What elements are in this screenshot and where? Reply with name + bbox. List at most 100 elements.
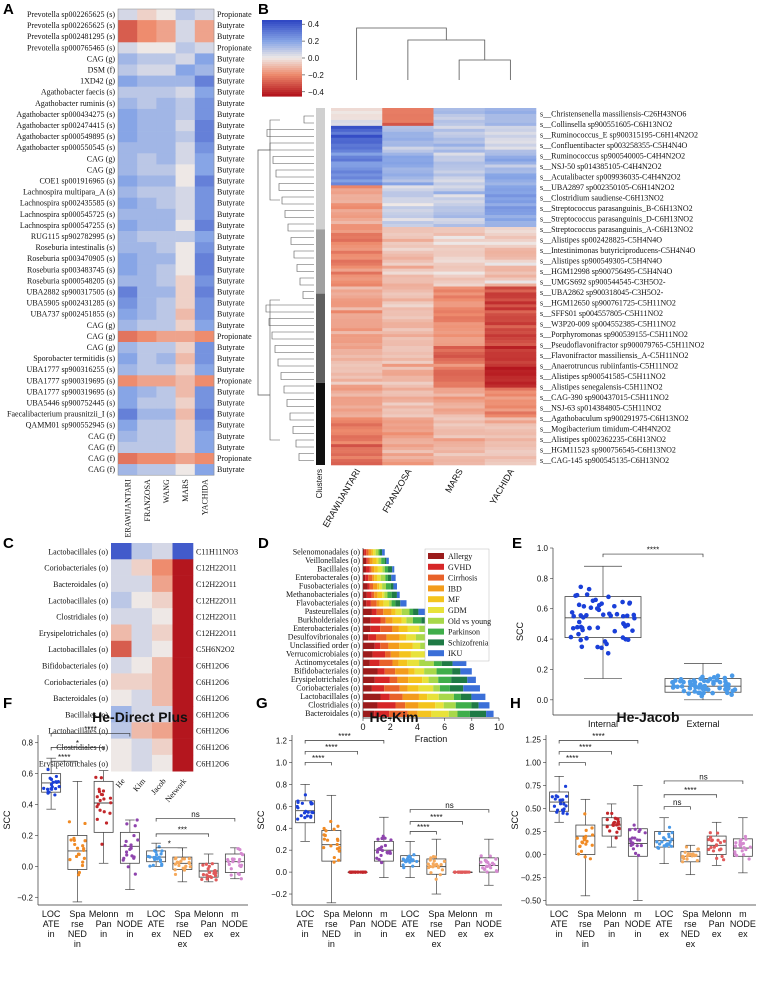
heatmap-cell [484,375,537,380]
y-axis-label: SCC [256,810,266,830]
y-tick-label: 0.4 [22,801,34,810]
data-point [669,844,673,848]
category-label: Enterobacteriales (o) [293,624,360,633]
heatmap-cell [331,140,383,144]
legend-swatch [428,574,444,581]
panel-h: He-Jacob−0.50−0.250.000.250.500.751.001.… [510,709,756,949]
data-point [627,600,633,606]
heatmap-cell [137,31,157,43]
data-point [741,841,745,846]
heatmap-cell [382,131,434,136]
category-label: Unclassified order (o) [290,641,361,650]
data-point [685,857,689,861]
data-point [380,836,384,841]
row-label-taxon: UBA5905 sp002431285 (s) [27,299,116,308]
colorbar-step [262,44,302,47]
heatmap-cell [175,364,196,376]
legend-swatch [428,617,444,624]
data-point [667,835,671,839]
data-point [668,840,672,844]
row-label-taxon: Roseburia intestinalis (s) [35,243,115,252]
row-label: s__NSJ-50 sp014385105-C4H4N2O2 [540,162,662,171]
data-point [742,846,746,850]
heatmap-cell [433,396,486,400]
heatmap-cell [433,209,486,213]
heatmap-cell [156,64,176,76]
data-point [616,817,620,821]
x-tick-label: Spa [323,909,339,919]
data-point [98,798,102,803]
heatmap-cell [118,286,138,298]
heatmap-cell [131,624,153,642]
row-label-taxon: CAG (g) [87,154,116,163]
heatmap-cell [433,360,486,365]
heatmap-cell [331,262,383,266]
heatmap-cell [433,188,486,192]
heatmap-cell [137,264,157,276]
heatmap-cell [382,140,434,144]
x-tick-label: ex [230,929,240,939]
heatmap-cell [331,176,383,180]
data-point [229,867,233,871]
colorbar-step [262,68,302,71]
data-point [709,845,713,850]
y-tick-label: 1.0 [276,758,288,767]
data-point [76,852,81,856]
heatmap-cell [118,197,138,210]
heatmap-cell [484,417,537,421]
heatmap-cell [433,149,486,153]
heatmap-cell [175,153,196,165]
heatmap-cell [382,194,434,198]
row-label-metabolite: Butyrate [217,154,245,163]
data-point [718,840,723,845]
data-point [311,811,315,815]
data-point [94,775,98,779]
heatmap-cell [433,292,486,296]
heatmap-cell [118,330,138,343]
x-tick-label: Melonn [343,909,373,919]
bar-segment [376,574,381,581]
heatmap-cell [152,591,173,609]
heatmap-cell [484,387,537,391]
data-point [568,634,574,640]
heatmap-cell [194,297,215,309]
heatmap-cell [433,256,486,261]
heatmap-cell [433,286,486,290]
cluster-bar [316,229,325,294]
bar-segment [427,693,439,700]
bar-segment [378,549,380,556]
x-tick-label: Melonn [89,909,119,919]
row-label-metabolite: Butyrate [217,188,245,197]
x-tick-label: rse [71,919,84,929]
row-dendrogram-branch [302,291,314,299]
bar-segment [408,676,423,683]
heatmap-cell [484,253,537,258]
heatmap-cell [331,170,383,174]
x-tick-label: Melonn [194,909,224,919]
data-point [692,689,697,694]
heatmap-cell [331,179,383,183]
data-point [54,780,58,784]
significance-label: **** [325,743,337,752]
significance-bracket [155,818,236,822]
x-tick-label: Pan [604,919,620,929]
heatmap-cell [118,397,138,409]
data-point [494,857,498,861]
heatmap-cell [433,224,486,228]
x-tick-label: ex [432,939,442,949]
significance-label: * [168,839,171,848]
heatmap-cell [331,307,383,311]
data-point [236,872,240,876]
data-point [620,613,626,619]
heatmap-cell [484,200,537,204]
heatmap-cell [382,137,434,142]
heatmap-cell [194,353,215,365]
heatmap-cell [433,423,486,427]
data-point [81,844,85,848]
heatmap-cell [484,462,537,466]
x-tick-label: LOC [42,909,61,919]
row-dendrogram-branch [277,358,314,367]
data-point [179,859,183,863]
row-dendrogram-branch [269,142,314,151]
y-tick-label: −0.25 [521,873,542,882]
